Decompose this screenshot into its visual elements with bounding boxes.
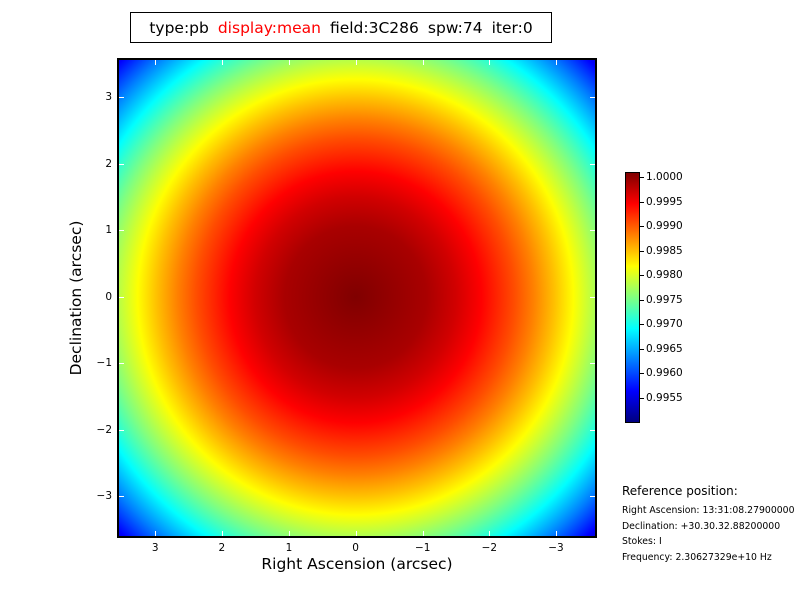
colorbar-labels: 1.0000 0.9995 0.9990 0.9985 0.9980 0.997… [646, 171, 706, 421]
x-tick-mark [555, 531, 557, 536]
y-axis-tick-labels: 3 2 1 0 −1 −2 −3 [80, 60, 112, 536]
colorbar-tick-marks [640, 172, 645, 421]
x-tick-mark [221, 60, 223, 65]
y-tick-mark [119, 496, 124, 498]
x-tick-mark [288, 60, 290, 65]
colorbar-label: 0.9985 [646, 244, 683, 257]
x-tick-mark [288, 531, 290, 536]
x-tick-mark [355, 531, 357, 536]
reference-declination: Declination: +30.30.32.88200000 [622, 520, 781, 532]
y-tick-mark [590, 363, 595, 365]
colorbar-tick-mark [640, 177, 644, 178]
colorbar-tick-mark [640, 397, 644, 399]
y-tick-mark [590, 297, 595, 299]
colorbar-tick-mark [640, 275, 644, 276]
colorbar-tick-mark [640, 299, 644, 301]
colorbar-label: 1.0000 [646, 171, 683, 183]
x-tick-mark [355, 60, 357, 65]
colorbar-tick-mark [640, 226, 644, 227]
colorbar-label: 0.9960 [646, 367, 683, 379]
reference-heading: Reference position: [622, 484, 738, 498]
reference-frequency: Frequency: 2.30627329e+10 Hz [622, 551, 772, 563]
colorbar-tick-mark [640, 373, 644, 374]
colorbar [625, 172, 640, 423]
reference-position-block: Reference position: Right Ascension: 13:… [622, 484, 797, 567]
y-tick-mark [590, 163, 595, 165]
x-tick-label: −1 [414, 542, 431, 554]
colorbar-label: 0.9980 [646, 269, 683, 281]
y-tick-mark [119, 297, 124, 299]
reference-right-ascension: Right Ascension: 13:31:08.27900000 [622, 505, 795, 516]
y-tick-label: −1 [96, 357, 112, 370]
x-tick-label: 0 [352, 542, 359, 554]
y-tick-mark [119, 430, 124, 432]
colorbar-label: 0.9995 [646, 195, 683, 208]
colorbar-label: 0.9990 [646, 220, 683, 232]
y-tick-mark [119, 97, 124, 99]
colorbar-tick-mark [640, 250, 644, 252]
title-segment-display: display:mean [217, 18, 321, 37]
colorbar-tick-mark [640, 348, 644, 350]
y-tick-label: 1 [105, 224, 112, 237]
x-tick-mark [155, 60, 157, 65]
x-tick-mark [155, 531, 157, 536]
title-segment-type: type:pb [149, 18, 209, 37]
x-tick-mark [555, 60, 557, 65]
y-tick-label: −2 [96, 424, 112, 437]
y-tick-label: −3 [96, 490, 112, 503]
y-tick-label: 3 [105, 91, 112, 104]
x-tick-label: 3 [151, 542, 159, 554]
y-tick-mark [590, 430, 595, 432]
title-segment-spw: spw:74 [427, 18, 483, 37]
colorbar-label: 0.9970 [646, 318, 683, 330]
title-segment-field: field:3C286 [329, 18, 419, 37]
x-tick-mark [489, 531, 491, 536]
y-tick-mark [590, 230, 595, 232]
primary-beam-heatmap [117, 58, 597, 538]
x-tick-label: −2 [481, 542, 498, 554]
reference-stokes: Stokes: I [622, 536, 662, 547]
x-axis-tick-labels: 3 2 1 0 −1 −2 −3 [119, 542, 595, 556]
y-tick-mark [590, 97, 595, 99]
x-tick-mark [422, 60, 424, 65]
y-tick-mark [119, 363, 124, 365]
y-tick-mark [590, 496, 595, 498]
x-tick-mark [422, 531, 424, 536]
x-tick-mark [221, 531, 223, 536]
x-tick-label: −3 [548, 542, 564, 554]
plot-title-box: type:pb display:mean field:3C286 spw:74 … [130, 12, 552, 43]
y-tick-label: 2 [105, 157, 112, 170]
y-tick-label: 0 [105, 291, 112, 304]
colorbar-label: 0.9955 [646, 391, 683, 404]
colorbar-tick-mark [640, 201, 644, 203]
y-axis-label: Declination (arcsec) [67, 220, 85, 376]
x-tick-mark [489, 60, 491, 65]
x-tick-label: 1 [285, 542, 293, 554]
colorbar-label: 0.9975 [646, 293, 683, 306]
x-tick-label: 2 [218, 542, 226, 554]
colorbar-tick-mark [640, 324, 644, 325]
y-tick-mark [119, 230, 124, 232]
y-tick-mark [119, 163, 124, 165]
title-segment-iter: iter:0 [491, 18, 533, 37]
colorbar-label: 0.9965 [646, 342, 683, 355]
x-axis-label: Right Ascension (arcsec) [261, 555, 453, 573]
